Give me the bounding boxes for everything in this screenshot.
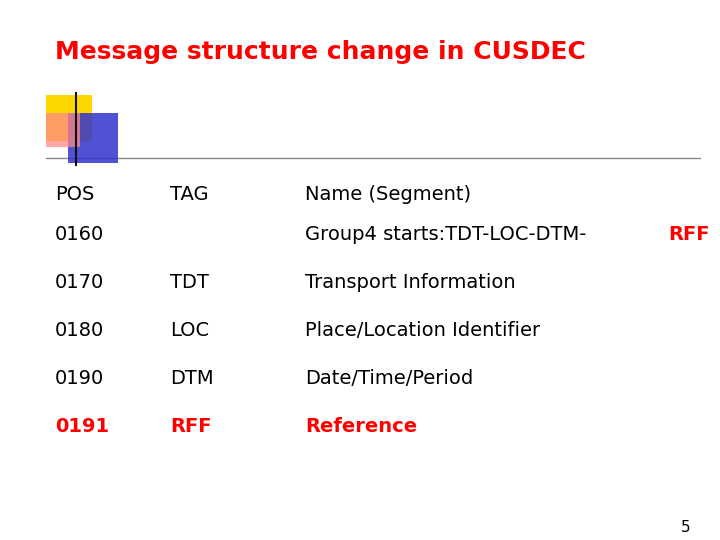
Text: RFF: RFF xyxy=(170,417,212,436)
Text: LOC: LOC xyxy=(170,321,209,340)
Text: 0170: 0170 xyxy=(55,273,104,292)
Text: Transport Information: Transport Information xyxy=(305,273,516,292)
Text: 0180: 0180 xyxy=(55,321,104,340)
Bar xyxy=(46,95,92,141)
Text: Name (Segment): Name (Segment) xyxy=(305,185,471,204)
Text: DTM: DTM xyxy=(170,369,214,388)
Text: TDT: TDT xyxy=(170,273,209,292)
Text: Group4 starts:TDT-LOC-DTM-: Group4 starts:TDT-LOC-DTM- xyxy=(305,225,586,244)
Text: Date/Time/Period: Date/Time/Period xyxy=(305,369,473,388)
Text: TAG: TAG xyxy=(170,185,209,204)
Text: 0190: 0190 xyxy=(55,369,104,388)
Text: 0160: 0160 xyxy=(55,225,104,244)
Text: 0191: 0191 xyxy=(55,417,109,436)
Text: Place/Location Identifier: Place/Location Identifier xyxy=(305,321,540,340)
Bar xyxy=(46,113,80,147)
Text: Reference: Reference xyxy=(305,417,417,436)
Text: 5: 5 xyxy=(680,520,690,535)
Bar xyxy=(68,113,118,163)
Text: Message structure change in CUSDEC: Message structure change in CUSDEC xyxy=(55,40,586,64)
Text: POS: POS xyxy=(55,185,94,204)
Text: RFF: RFF xyxy=(668,225,710,244)
